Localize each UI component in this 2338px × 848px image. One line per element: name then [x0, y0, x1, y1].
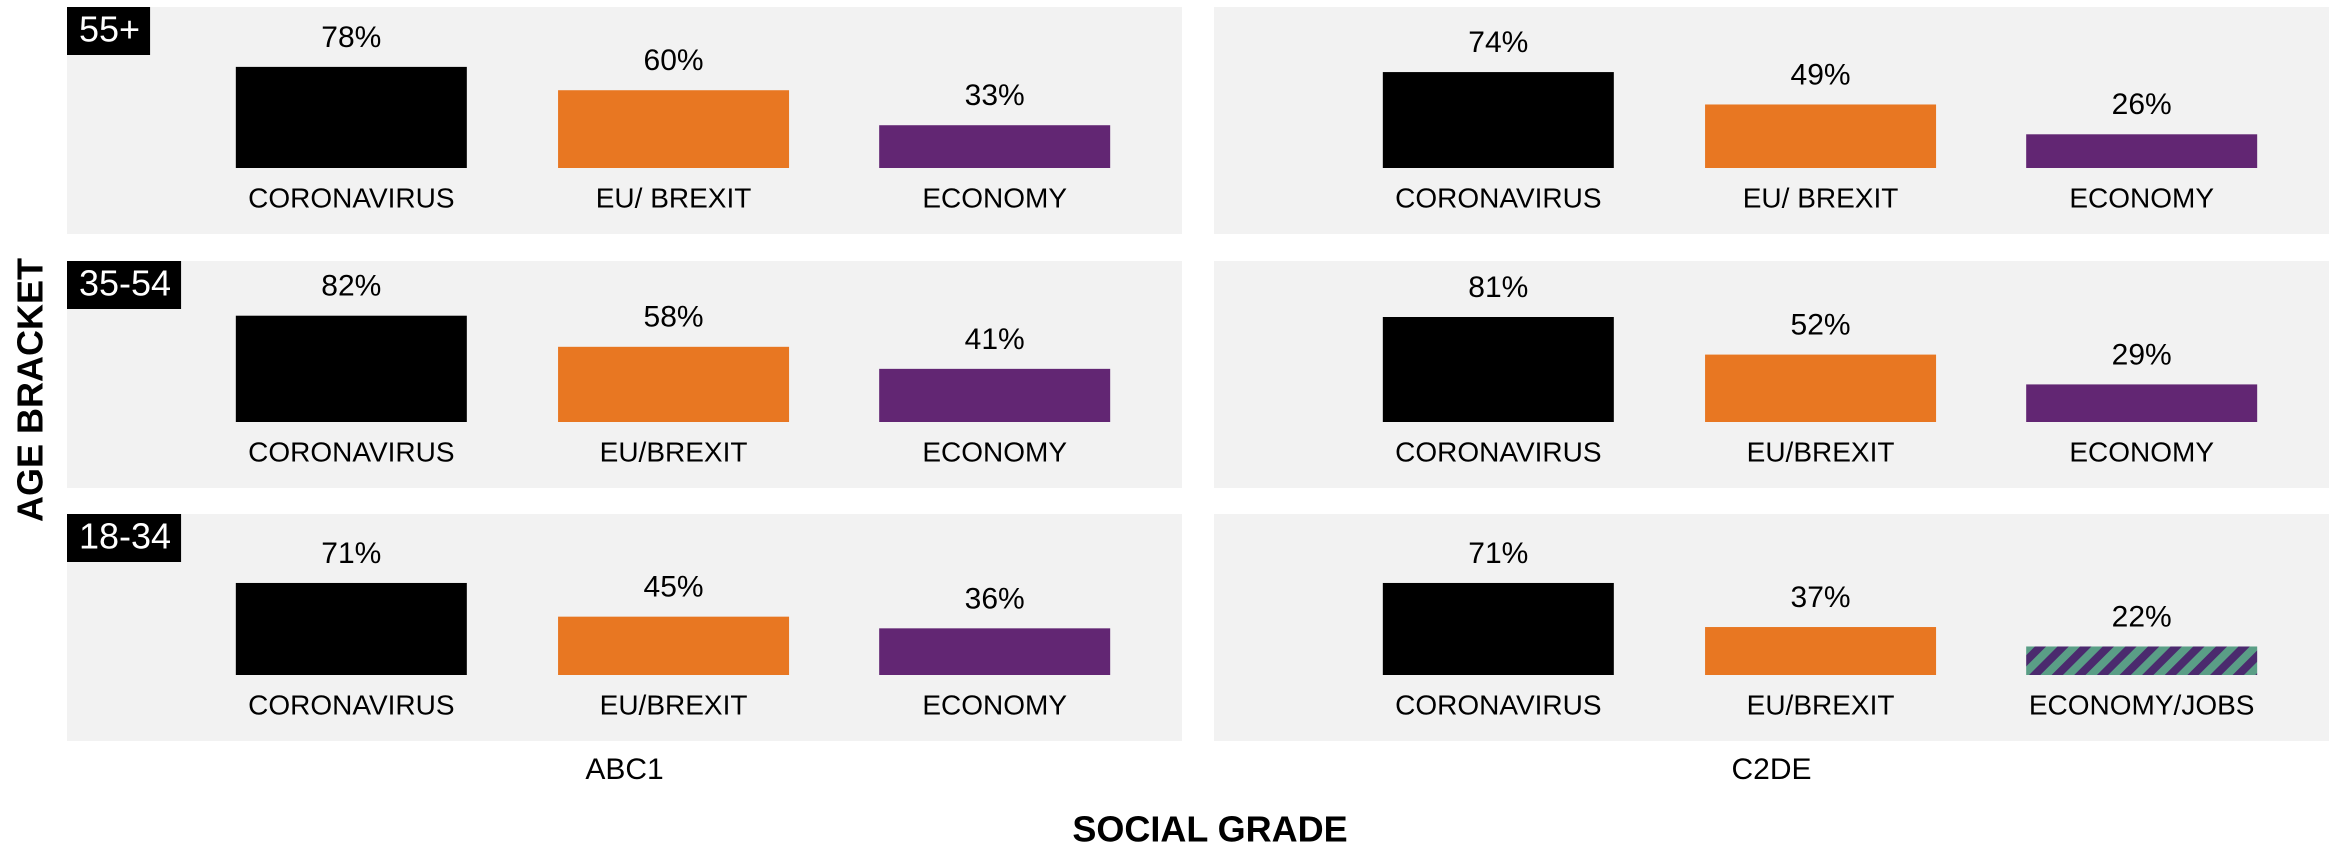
value-label: 22%: [2112, 600, 2172, 633]
value-label: 45%: [644, 571, 704, 604]
value-label: 71%: [321, 537, 381, 570]
category-label: EU/ BREXIT: [1743, 182, 1899, 213]
value-label: 36%: [965, 582, 1025, 615]
bar: [1705, 354, 1937, 422]
value-label: 71%: [1468, 537, 1528, 570]
bar: [1705, 104, 1937, 168]
bar: [558, 346, 790, 422]
value-label: 26%: [2112, 88, 2172, 121]
value-label: 49%: [1791, 58, 1851, 91]
bar: [235, 315, 467, 422]
column-label: C2DE: [1731, 753, 1811, 786]
bar: [235, 582, 467, 675]
value-label: 74%: [1468, 26, 1528, 59]
bar: [879, 125, 1111, 168]
column-label: ABC1: [585, 753, 663, 786]
x-axis-label: SOCIAL GRADE: [1072, 809, 1347, 848]
category-label: ECONOMY: [922, 436, 1067, 467]
category-label: CORONAVIRUS: [1395, 182, 1601, 213]
category-label: CORONAVIRUS: [248, 436, 454, 467]
value-label: 52%: [1791, 309, 1851, 342]
category-label: CORONAVIRUS: [1395, 689, 1601, 720]
y-axis-label: AGE BRACKET: [10, 258, 51, 522]
value-label: 58%: [644, 301, 704, 334]
category-label: ECONOMY: [922, 182, 1067, 213]
category-label: ECONOMY: [2069, 436, 2214, 467]
value-label: 81%: [1468, 271, 1528, 304]
category-label: CORONAVIRUS: [248, 689, 454, 720]
value-label: 33%: [965, 79, 1025, 112]
bar: [2026, 646, 2258, 675]
row-label: 55+: [79, 9, 140, 50]
category-label: EU/BREXIT: [1747, 436, 1895, 467]
bar: [1382, 582, 1614, 675]
category-label: EU/BREXIT: [600, 436, 748, 467]
row-label: 18-34: [79, 516, 171, 557]
category-label: CORONAVIRUS: [1395, 436, 1601, 467]
bar: [2026, 134, 2258, 168]
category-label: EU/BREXIT: [1747, 689, 1895, 720]
bar: [1382, 316, 1614, 422]
row-label: 35-54: [79, 263, 171, 304]
bar: [235, 66, 467, 168]
category-label: ECONOMY: [922, 689, 1067, 720]
category-label: EU/ BREXIT: [596, 182, 752, 213]
value-label: 82%: [321, 270, 381, 303]
value-label: 41%: [965, 323, 1025, 356]
bar: [2026, 384, 2258, 422]
value-label: 78%: [321, 21, 381, 54]
value-label: 29%: [2112, 338, 2172, 371]
category-label: ECONOMY/JOBS: [2029, 689, 2255, 720]
row-label-background: [67, 7, 151, 55]
value-label: 60%: [644, 44, 704, 77]
bar: [879, 628, 1111, 675]
row-label-background: [67, 261, 182, 309]
value-label: 37%: [1791, 581, 1851, 614]
category-label: CORONAVIRUS: [248, 182, 454, 213]
bar: [558, 90, 790, 168]
bar: [879, 368, 1111, 422]
category-label: EU/BREXIT: [600, 689, 748, 720]
bar: [558, 616, 790, 675]
bar: [1705, 627, 1937, 675]
bar: [1382, 72, 1614, 168]
row-label-background: [67, 514, 182, 562]
category-label: ECONOMY: [2069, 182, 2214, 213]
